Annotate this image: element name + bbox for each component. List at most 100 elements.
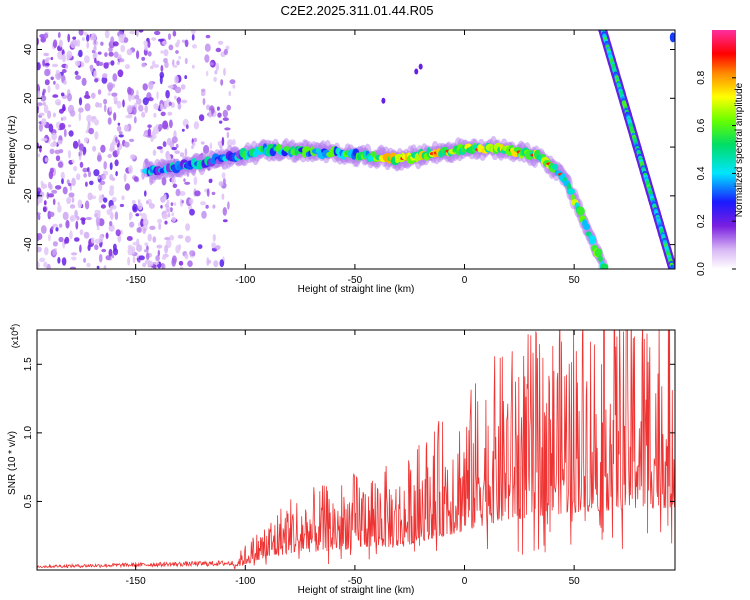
- snr-x-axis-label: Height of straight line (km): [298, 585, 415, 596]
- noise-speck: [57, 257, 61, 264]
- noise-speck: [202, 98, 206, 106]
- noise-speck: [164, 220, 168, 225]
- noise-speck: [68, 192, 75, 198]
- noise-speck: [92, 145, 97, 152]
- noise-speck: [126, 104, 133, 114]
- noise-speck: [94, 57, 97, 64]
- noise-speck: [105, 255, 111, 261]
- noise-speck: [41, 137, 48, 142]
- noise-speck: [79, 244, 82, 253]
- noise-speck: [39, 257, 46, 263]
- noise-speck: [51, 63, 59, 68]
- snr-x-tick-label: 50: [569, 576, 581, 587]
- noise-speck: [81, 37, 85, 41]
- ridge-point: [598, 255, 603, 262]
- noise-speck: [118, 34, 125, 43]
- noise-speck: [44, 68, 51, 77]
- noise-speck: [95, 102, 100, 108]
- noise-speck: [143, 40, 148, 46]
- noise-speck: [116, 100, 122, 109]
- noise-speck: [191, 145, 194, 150]
- noise-speck: [171, 136, 178, 144]
- noise-speck: [179, 191, 186, 196]
- noise-speck: [201, 210, 207, 219]
- noise-speck: [73, 165, 78, 172]
- noise-speck: [100, 41, 104, 46]
- noise-speck: [200, 201, 206, 206]
- noise-speck: [121, 195, 125, 201]
- noise-speck: [117, 61, 121, 65]
- noise-speck: [128, 94, 132, 102]
- noise-speck: [131, 199, 136, 205]
- noise-speck: [161, 176, 167, 186]
- noise-speck: [169, 141, 174, 149]
- noise-speck: [220, 79, 224, 86]
- noise-speck: [154, 30, 161, 36]
- noise-speck: [93, 169, 100, 177]
- noise-speck: [172, 59, 175, 67]
- noise-speck: [144, 259, 151, 265]
- noise-speck: [57, 204, 62, 213]
- noise-speck: [42, 59, 45, 67]
- noise-speck: [66, 50, 73, 59]
- colorbar-tick-label: 0.0: [696, 262, 707, 276]
- noise-speck: [164, 244, 169, 254]
- noise-speck: [107, 92, 111, 96]
- noise-speck: [145, 200, 149, 205]
- noise-speck: [153, 112, 157, 118]
- noise-speck: [87, 192, 93, 201]
- noise-speck: [78, 30, 84, 36]
- noise-speck: [159, 148, 164, 154]
- noise-speck: [227, 201, 230, 210]
- noise-speck: [138, 212, 143, 216]
- noise-speck: [164, 61, 169, 68]
- noise-speck: [61, 69, 67, 73]
- noise-speck: [101, 248, 107, 253]
- noise-speck: [147, 124, 152, 128]
- noise-speck: [177, 102, 182, 110]
- noise-speck: [63, 128, 67, 138]
- noise-speck: [125, 115, 132, 119]
- noise-speck: [164, 193, 167, 202]
- noise-speck: [167, 213, 171, 218]
- noise-speck: [192, 141, 196, 147]
- noise-speck: [150, 65, 154, 70]
- noise-speck: [153, 261, 159, 265]
- noise-speck: [211, 191, 216, 196]
- noise-speck: [63, 80, 67, 85]
- noise-speck: [42, 101, 46, 106]
- noise-speck: [144, 45, 148, 51]
- noise-speck: [67, 93, 72, 102]
- noise-speck: [42, 206, 47, 213]
- noise-speck: [152, 149, 157, 156]
- noise-speck: [126, 48, 133, 56]
- snr-ticks: -150 -100 -50 0 50 0.5 1.0 1.5: [23, 330, 675, 587]
- noise-speck: [137, 259, 141, 263]
- noise-speck: [84, 200, 90, 210]
- spectrogram-panel: -150 -100 -50 0 50 -40 -20 0 20 40 Height of stra…: [7, 29, 676, 295]
- noise-speck: [136, 244, 143, 252]
- spectrogram-content: [37, 30, 675, 269]
- noise-speck: [156, 91, 159, 100]
- noise-speck: [184, 235, 191, 243]
- noise-speck: [111, 177, 116, 182]
- noise-speck: [55, 227, 59, 232]
- noise-speck: [143, 249, 149, 253]
- noise-speck: [117, 69, 124, 78]
- noise-speck: [61, 53, 66, 63]
- noise-speck: [156, 146, 163, 150]
- noise-speck: [160, 111, 166, 117]
- noise-speck: [205, 204, 209, 209]
- noise-speck: [158, 38, 164, 42]
- noise-speck: [171, 216, 177, 222]
- noise-speck: [88, 127, 94, 135]
- noise-speck: [198, 114, 205, 122]
- noise-speck: [185, 124, 189, 129]
- noise-speck: [166, 199, 170, 206]
- noise-speck: [217, 40, 224, 45]
- noise-speck: [79, 149, 83, 157]
- snr-series-line: [37, 330, 675, 570]
- noise-speck: [95, 216, 101, 225]
- noise-speck: [129, 221, 135, 228]
- noise-speck: [189, 250, 196, 257]
